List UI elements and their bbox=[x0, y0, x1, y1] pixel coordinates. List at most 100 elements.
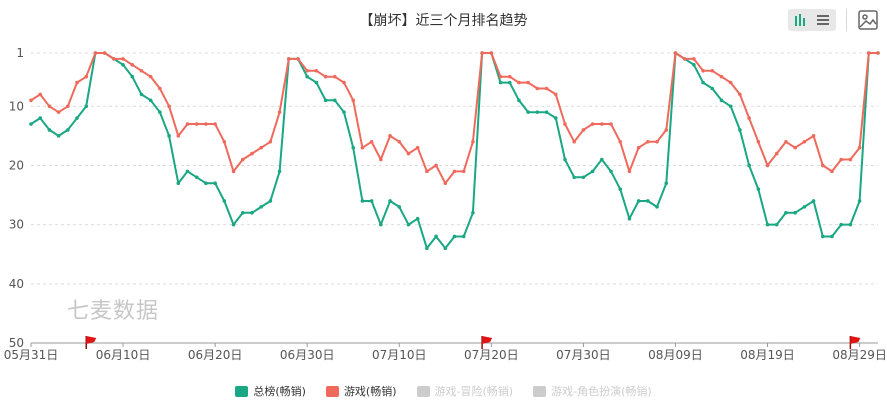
data-point[interactable] bbox=[268, 139, 273, 144]
data-point[interactable] bbox=[415, 145, 420, 150]
data-point[interactable] bbox=[259, 205, 263, 209]
data-point[interactable] bbox=[415, 216, 420, 221]
bar-chart-icon[interactable] bbox=[792, 11, 810, 29]
data-point[interactable] bbox=[563, 157, 567, 162]
data-point[interactable] bbox=[314, 80, 319, 85]
data-point[interactable] bbox=[572, 139, 576, 144]
data-point[interactable] bbox=[590, 122, 595, 126]
data-point[interactable] bbox=[388, 134, 392, 138]
data-point[interactable] bbox=[148, 98, 153, 103]
data-point[interactable] bbox=[379, 157, 383, 162]
data-point[interactable] bbox=[701, 68, 705, 73]
data-point[interactable] bbox=[112, 57, 116, 61]
data-point[interactable] bbox=[747, 116, 751, 120]
data-point[interactable] bbox=[425, 169, 429, 174]
legend-item[interactable]: 游戏(畅销) bbox=[325, 383, 397, 399]
flag-icon[interactable] bbox=[849, 336, 861, 349]
data-point[interactable] bbox=[38, 116, 43, 120]
data-point[interactable] bbox=[231, 169, 236, 174]
data-point[interactable] bbox=[56, 110, 61, 114]
data-point[interactable] bbox=[600, 122, 604, 126]
data-point[interactable] bbox=[342, 110, 346, 114]
data-point[interactable] bbox=[323, 98, 328, 103]
data-point[interactable] bbox=[480, 51, 484, 55]
data-point[interactable] bbox=[222, 199, 227, 203]
data-point[interactable] bbox=[29, 98, 33, 103]
data-point[interactable] bbox=[517, 98, 521, 103]
flag-icon[interactable] bbox=[481, 336, 493, 349]
data-point[interactable] bbox=[29, 122, 33, 126]
data-point[interactable] bbox=[268, 199, 273, 203]
data-point[interactable] bbox=[498, 74, 503, 79]
data-point[interactable] bbox=[296, 57, 300, 61]
data-point[interactable] bbox=[636, 145, 641, 150]
data-point[interactable] bbox=[710, 68, 715, 73]
data-point[interactable] bbox=[397, 139, 402, 144]
data-point[interactable] bbox=[47, 104, 52, 109]
data-point[interactable] bbox=[581, 175, 586, 180]
data-point[interactable] bbox=[526, 80, 530, 85]
data-point[interactable] bbox=[461, 234, 466, 239]
data-point[interactable] bbox=[139, 92, 144, 97]
data-point[interactable] bbox=[148, 74, 153, 79]
data-point[interactable] bbox=[176, 134, 181, 138]
data-point[interactable] bbox=[434, 163, 438, 168]
data-point[interactable] bbox=[397, 205, 402, 209]
data-point[interactable] bbox=[811, 134, 816, 138]
data-point[interactable] bbox=[553, 92, 558, 97]
data-point[interactable] bbox=[655, 205, 659, 209]
data-point[interactable] bbox=[774, 222, 779, 227]
data-point[interactable] bbox=[793, 210, 797, 215]
data-point[interactable] bbox=[158, 86, 162, 91]
data-point[interactable] bbox=[351, 145, 356, 150]
data-point[interactable] bbox=[213, 181, 217, 186]
data-point[interactable] bbox=[47, 128, 52, 132]
data-point[interactable] bbox=[866, 51, 871, 55]
data-point[interactable] bbox=[121, 57, 125, 61]
data-point[interactable] bbox=[66, 128, 70, 132]
data-point[interactable] bbox=[738, 128, 742, 132]
data-point[interactable] bbox=[830, 234, 834, 239]
data-point[interactable] bbox=[774, 151, 779, 156]
data-point[interactable] bbox=[682, 57, 687, 61]
data-point[interactable] bbox=[507, 80, 512, 85]
data-point[interactable] bbox=[158, 110, 162, 114]
data-point[interactable] bbox=[563, 122, 567, 126]
data-point[interactable] bbox=[194, 175, 199, 180]
data-point[interactable] bbox=[443, 181, 448, 186]
data-point[interactable] bbox=[664, 128, 669, 132]
data-point[interactable] bbox=[692, 63, 696, 67]
data-point[interactable] bbox=[728, 104, 733, 109]
data-point[interactable] bbox=[756, 187, 761, 191]
data-point[interactable] bbox=[701, 80, 705, 85]
data-point[interactable] bbox=[784, 139, 788, 144]
data-point[interactable] bbox=[443, 246, 448, 251]
data-point[interactable] bbox=[213, 122, 217, 126]
data-point[interactable] bbox=[802, 205, 807, 209]
data-point[interactable] bbox=[719, 74, 724, 79]
data-point[interactable] bbox=[351, 98, 356, 103]
data-point[interactable] bbox=[277, 110, 282, 114]
data-point[interactable] bbox=[379, 222, 383, 227]
data-point[interactable] bbox=[250, 151, 254, 156]
data-point[interactable] bbox=[204, 181, 208, 186]
data-point[interactable] bbox=[360, 199, 365, 203]
data-point[interactable] bbox=[231, 222, 236, 227]
data-point[interactable] bbox=[452, 169, 457, 174]
data-point[interactable] bbox=[820, 163, 825, 168]
data-point[interactable] bbox=[406, 151, 411, 156]
data-point[interactable] bbox=[618, 139, 623, 144]
data-point[interactable] bbox=[802, 139, 807, 144]
data-point[interactable] bbox=[277, 169, 282, 174]
data-point[interactable] bbox=[765, 222, 770, 227]
data-point[interactable] bbox=[572, 175, 576, 180]
data-point[interactable] bbox=[876, 51, 880, 55]
data-point[interactable] bbox=[756, 139, 761, 144]
data-point[interactable] bbox=[333, 98, 337, 103]
data-point[interactable] bbox=[581, 128, 586, 132]
data-point[interactable] bbox=[305, 74, 309, 79]
data-point[interactable] bbox=[544, 110, 549, 114]
line-list-icon[interactable] bbox=[814, 11, 832, 29]
data-point[interactable] bbox=[75, 80, 79, 85]
data-point[interactable] bbox=[452, 234, 457, 239]
